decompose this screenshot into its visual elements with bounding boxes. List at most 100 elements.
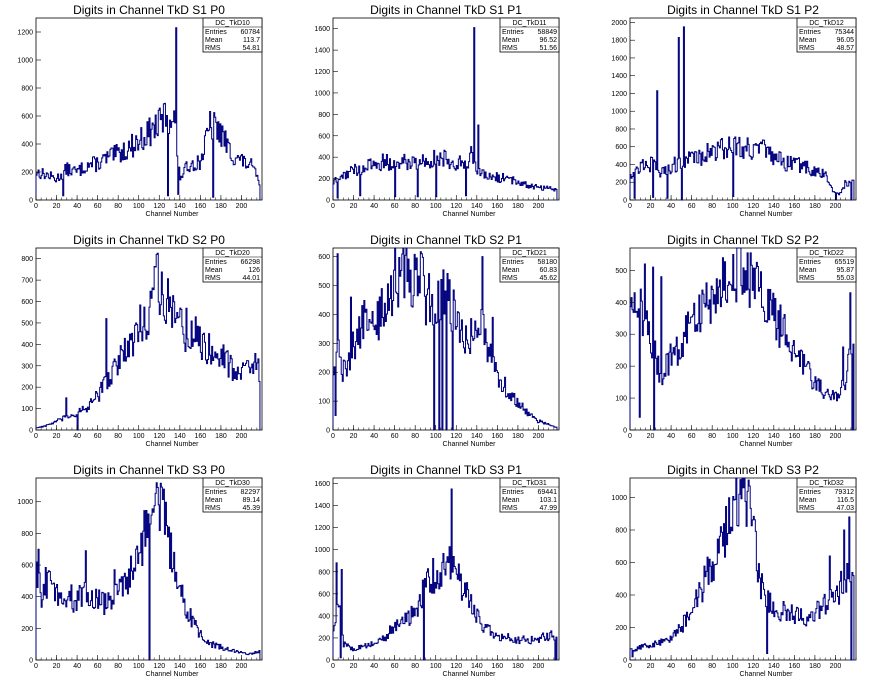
y-tick-label: 1600 [314, 26, 330, 33]
stats-value: 45.39 [242, 505, 260, 512]
x-tick-label: 100 [133, 663, 145, 670]
x-tick-label: 120 [153, 433, 165, 440]
y-tick-label: 100 [318, 399, 330, 406]
x-tick-label: 60 [94, 203, 102, 210]
x-tick-label: 120 [450, 663, 462, 670]
x-tick-label: 180 [215, 663, 227, 670]
y-tick-label: 800 [615, 528, 627, 535]
y-tick-label: 500 [318, 283, 330, 290]
y-tick-label: 600 [615, 560, 627, 567]
y-tick-label: 800 [21, 531, 33, 538]
stats-value: 65519 [835, 259, 855, 266]
x-tick-label: 120 [747, 433, 759, 440]
stats-box [499, 17, 560, 53]
stats-value: 48.57 [836, 45, 854, 52]
x-tick-label: 120 [153, 663, 165, 670]
stats-key: RMS [799, 505, 815, 512]
y-tick-label: 1200 [314, 69, 330, 76]
y-tick-label: 100 [615, 396, 627, 403]
histogram-series [629, 26, 855, 201]
x-tick-label: 40 [73, 203, 81, 210]
x-tick-label: 0 [34, 433, 38, 440]
histogram-series [35, 482, 261, 661]
stats-name: DC_TkD20 [215, 250, 250, 257]
x-tick-label: 160 [789, 663, 801, 670]
x-tick-label: 140 [471, 433, 483, 440]
stats-name: DC_TkD11 [512, 20, 546, 27]
y-tick-label: 400 [615, 162, 627, 169]
stats-value: 58180 [538, 259, 558, 266]
y-tick-label: 600 [318, 591, 330, 598]
stats-value: 103.1 [539, 497, 557, 504]
y-tick-label: 500 [21, 320, 33, 327]
x-tick-label: 40 [667, 203, 675, 210]
x-tick-label: 80 [114, 203, 122, 210]
stats-value: 58849 [538, 29, 558, 36]
histogram-panel: Digits in Channel TkD S3 P2 0 20 40 60 80 100 1… [611, 463, 857, 678]
x-tick-label: 180 [809, 433, 821, 440]
x-tick-label: 80 [114, 433, 122, 440]
x-tick-label: 20 [647, 663, 655, 670]
stats-key: RMS [502, 45, 518, 52]
y-tick-label: 200 [21, 626, 33, 633]
x-tick-label: 100 [430, 203, 442, 210]
stats-key: Entries [205, 489, 227, 496]
y-tick-label: 1000 [611, 109, 627, 116]
x-tick-label: 180 [512, 433, 524, 440]
y-tick-label: 400 [318, 613, 330, 620]
x-tick-label: 200 [533, 663, 545, 670]
y-tick-label: 1400 [611, 73, 627, 80]
x-tick-label: 120 [747, 203, 759, 210]
x-tick-label: 140 [768, 433, 780, 440]
x-axis-label: Channel Number [443, 671, 497, 678]
x-tick-label: 120 [450, 203, 462, 210]
stats-key: Mean [502, 37, 520, 44]
x-tick-label: 60 [391, 203, 399, 210]
histogram-series [332, 27, 558, 200]
x-tick-label: 120 [153, 203, 165, 210]
x-tick-label: 20 [647, 433, 655, 440]
x-tick-label: 160 [492, 663, 504, 670]
x-tick-label: 80 [411, 433, 419, 440]
y-tick-label: 1000 [314, 547, 330, 554]
x-tick-label: 20 [53, 203, 61, 210]
stats-value: 54.81 [242, 45, 260, 52]
y-tick-label: 1000 [314, 90, 330, 97]
x-tick-label: 160 [492, 203, 504, 210]
x-tick-label: 140 [768, 663, 780, 670]
stats-value: 66298 [241, 259, 261, 266]
x-tick-label: 200 [830, 433, 842, 440]
x-tick-label: 0 [331, 203, 335, 210]
x-tick-label: 160 [492, 433, 504, 440]
x-tick-label: 60 [391, 663, 399, 670]
x-tick-label: 80 [708, 663, 716, 670]
x-tick-label: 20 [647, 203, 655, 210]
x-tick-label: 100 [430, 663, 442, 670]
stats-key: Entries [799, 29, 821, 36]
y-tick-label: 800 [318, 112, 330, 119]
stats-value: 51.56 [539, 45, 557, 52]
x-tick-label: 60 [688, 433, 696, 440]
x-tick-label: 40 [73, 433, 81, 440]
y-tick-label: 800 [21, 86, 33, 93]
x-tick-label: 60 [94, 433, 102, 440]
y-tick-label: 400 [615, 300, 627, 307]
y-tick-label: 0 [326, 658, 330, 665]
x-tick-label: 180 [512, 663, 524, 670]
y-tick-label: 200 [318, 176, 330, 183]
stats-value: 60784 [241, 29, 261, 36]
x-tick-label: 180 [215, 433, 227, 440]
x-tick-label: 0 [34, 203, 38, 210]
stats-value: 75344 [835, 29, 855, 36]
y-tick-label: 1400 [314, 48, 330, 55]
x-tick-label: 40 [667, 433, 675, 440]
histogram-title: Digits in Channel TkD S3 P0 [73, 463, 225, 477]
y-tick-label: 800 [21, 256, 33, 263]
x-tick-label: 20 [350, 663, 358, 670]
histogram-panel: Digits in Channel TkD S2 P0 0 20 40 60 80 100 1… [21, 233, 263, 448]
stats-value: 113.7 [243, 37, 260, 44]
stats-key: Mean [205, 267, 223, 274]
stats-value: 126 [248, 267, 260, 274]
y-tick-label: 0 [326, 428, 330, 435]
y-tick-label: 1000 [611, 495, 627, 502]
